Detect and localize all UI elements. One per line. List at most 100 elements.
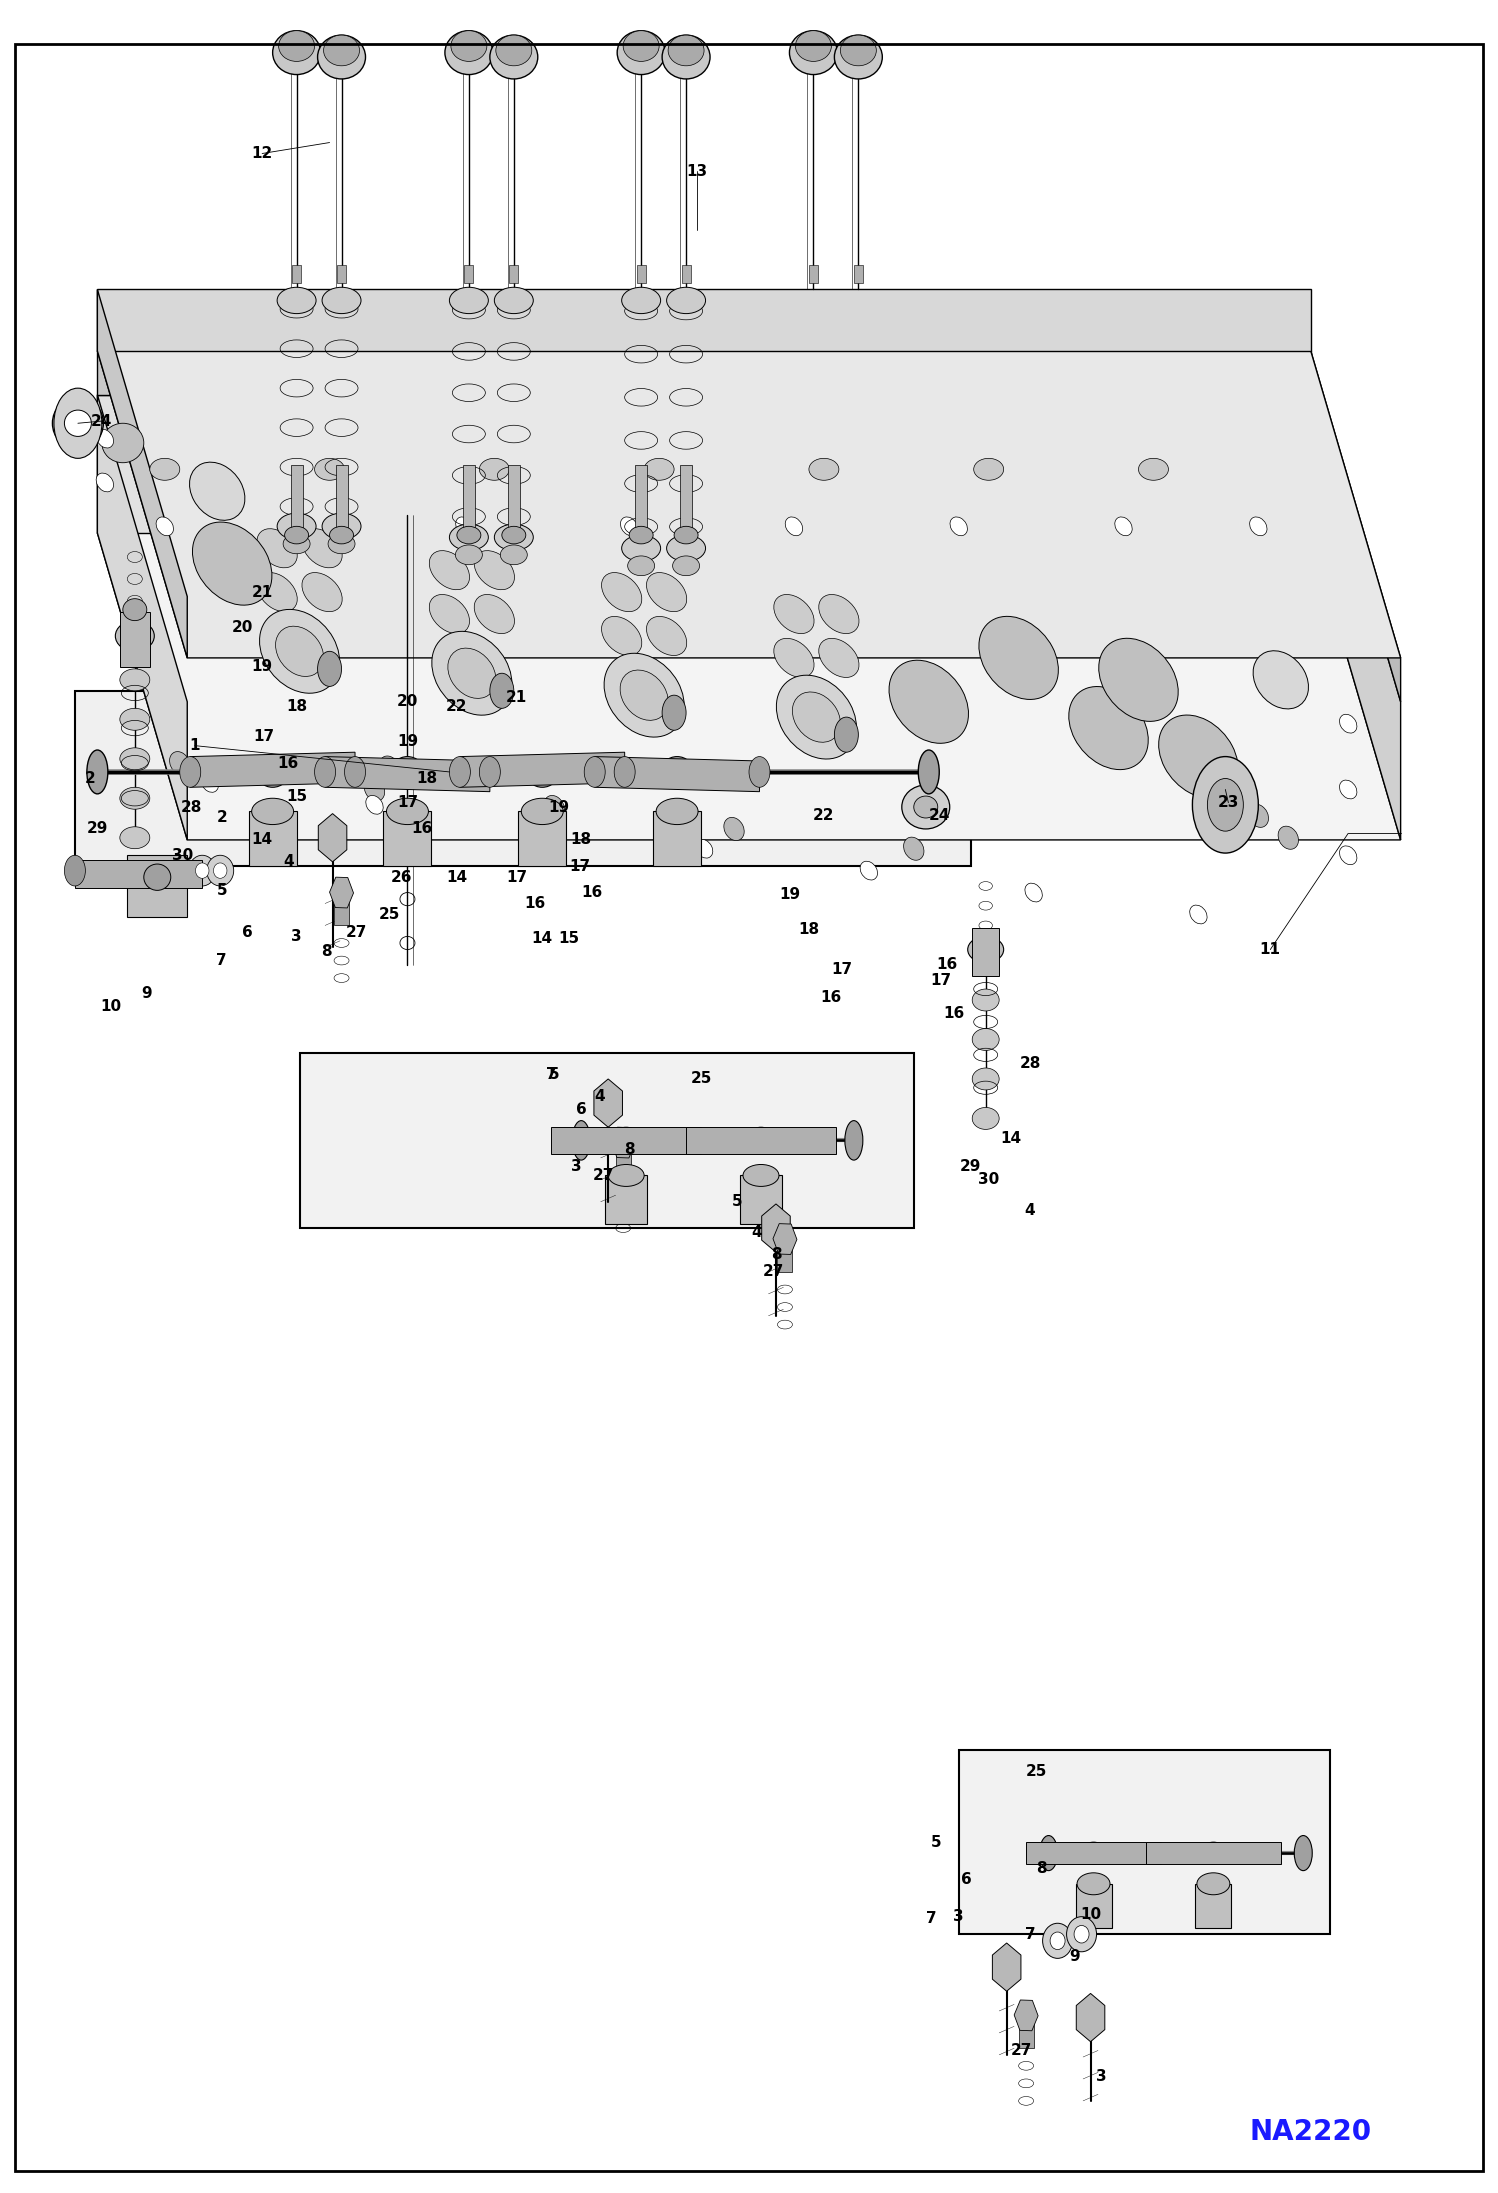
Text: 22: 22 — [446, 700, 467, 713]
Ellipse shape — [328, 535, 355, 555]
Text: 4: 4 — [283, 855, 295, 868]
Text: 16: 16 — [944, 1007, 965, 1020]
Ellipse shape — [972, 1107, 999, 1129]
Polygon shape — [1311, 351, 1401, 702]
Ellipse shape — [1040, 1836, 1058, 1871]
Ellipse shape — [1254, 651, 1308, 708]
Ellipse shape — [1339, 846, 1357, 864]
Polygon shape — [959, 1750, 1330, 1934]
Ellipse shape — [1197, 1873, 1230, 1895]
Text: NA2220: NA2220 — [1249, 2118, 1372, 2145]
Text: 21: 21 — [252, 586, 273, 599]
Ellipse shape — [318, 35, 366, 79]
Bar — [508, 465, 520, 531]
Text: 3: 3 — [1095, 2070, 1107, 2083]
Ellipse shape — [914, 796, 938, 818]
Ellipse shape — [285, 526, 309, 544]
Polygon shape — [551, 1127, 701, 1154]
Circle shape — [180, 757, 201, 787]
Polygon shape — [97, 533, 1401, 840]
Ellipse shape — [1138, 458, 1168, 480]
Ellipse shape — [207, 855, 234, 886]
Ellipse shape — [431, 632, 512, 715]
Text: 27: 27 — [762, 1265, 783, 1279]
Text: 16: 16 — [277, 757, 298, 770]
Ellipse shape — [276, 627, 324, 675]
Ellipse shape — [303, 572, 342, 612]
Text: 9: 9 — [141, 987, 153, 1000]
Text: 16: 16 — [821, 991, 842, 1004]
Ellipse shape — [189, 855, 216, 886]
Ellipse shape — [544, 796, 565, 818]
Text: 18: 18 — [571, 833, 592, 846]
Ellipse shape — [291, 518, 309, 535]
Ellipse shape — [213, 864, 228, 879]
Bar — [616, 1140, 631, 1175]
Text: 6: 6 — [241, 925, 253, 939]
Bar — [854, 265, 863, 283]
Bar — [334, 890, 349, 925]
Text: 14: 14 — [532, 932, 553, 945]
Ellipse shape — [674, 526, 698, 544]
Text: 3: 3 — [571, 1160, 583, 1173]
Ellipse shape — [391, 757, 424, 787]
Circle shape — [345, 757, 366, 787]
Text: 2: 2 — [216, 811, 228, 825]
Text: 8: 8 — [321, 945, 333, 958]
Ellipse shape — [386, 798, 428, 825]
Ellipse shape — [1339, 715, 1357, 732]
Polygon shape — [1311, 395, 1401, 840]
Ellipse shape — [834, 35, 882, 79]
Text: 18: 18 — [286, 700, 307, 713]
Ellipse shape — [315, 458, 345, 480]
Ellipse shape — [479, 458, 509, 480]
Ellipse shape — [845, 1121, 863, 1160]
Ellipse shape — [494, 524, 533, 550]
Circle shape — [479, 757, 500, 787]
Ellipse shape — [809, 458, 839, 480]
Ellipse shape — [490, 35, 538, 79]
Polygon shape — [97, 289, 187, 658]
Ellipse shape — [774, 594, 813, 634]
Text: 18: 18 — [416, 772, 437, 785]
Ellipse shape — [144, 864, 171, 890]
Ellipse shape — [620, 671, 668, 719]
Text: 22: 22 — [813, 809, 834, 822]
Bar — [682, 265, 691, 283]
Text: 20: 20 — [397, 695, 418, 708]
Text: 2: 2 — [84, 772, 96, 785]
Ellipse shape — [1339, 781, 1357, 798]
Ellipse shape — [628, 557, 655, 577]
Ellipse shape — [502, 526, 526, 544]
Ellipse shape — [530, 818, 548, 836]
Ellipse shape — [120, 748, 150, 770]
Text: 23: 23 — [1218, 796, 1239, 809]
Ellipse shape — [120, 827, 150, 849]
Polygon shape — [97, 289, 1311, 351]
Bar — [635, 465, 647, 531]
Text: 5: 5 — [548, 1068, 560, 1081]
Ellipse shape — [819, 638, 858, 678]
Ellipse shape — [96, 474, 114, 491]
Ellipse shape — [330, 526, 354, 544]
Ellipse shape — [102, 423, 144, 463]
Text: 18: 18 — [798, 923, 819, 936]
Text: 15: 15 — [286, 789, 307, 803]
Ellipse shape — [602, 572, 641, 612]
Ellipse shape — [972, 1029, 999, 1050]
Bar — [605, 1175, 647, 1224]
Text: 19: 19 — [397, 735, 418, 748]
Ellipse shape — [64, 410, 91, 436]
Text: 7: 7 — [1025, 1928, 1037, 1941]
Ellipse shape — [1249, 518, 1267, 535]
Circle shape — [54, 388, 102, 458]
Text: 5: 5 — [216, 884, 228, 897]
Bar — [509, 265, 518, 283]
Text: 17: 17 — [253, 730, 274, 743]
Ellipse shape — [789, 31, 837, 75]
Bar — [463, 465, 475, 531]
Text: 3: 3 — [291, 930, 303, 943]
Text: 17: 17 — [569, 860, 590, 873]
Ellipse shape — [115, 621, 154, 651]
Ellipse shape — [1068, 686, 1149, 770]
